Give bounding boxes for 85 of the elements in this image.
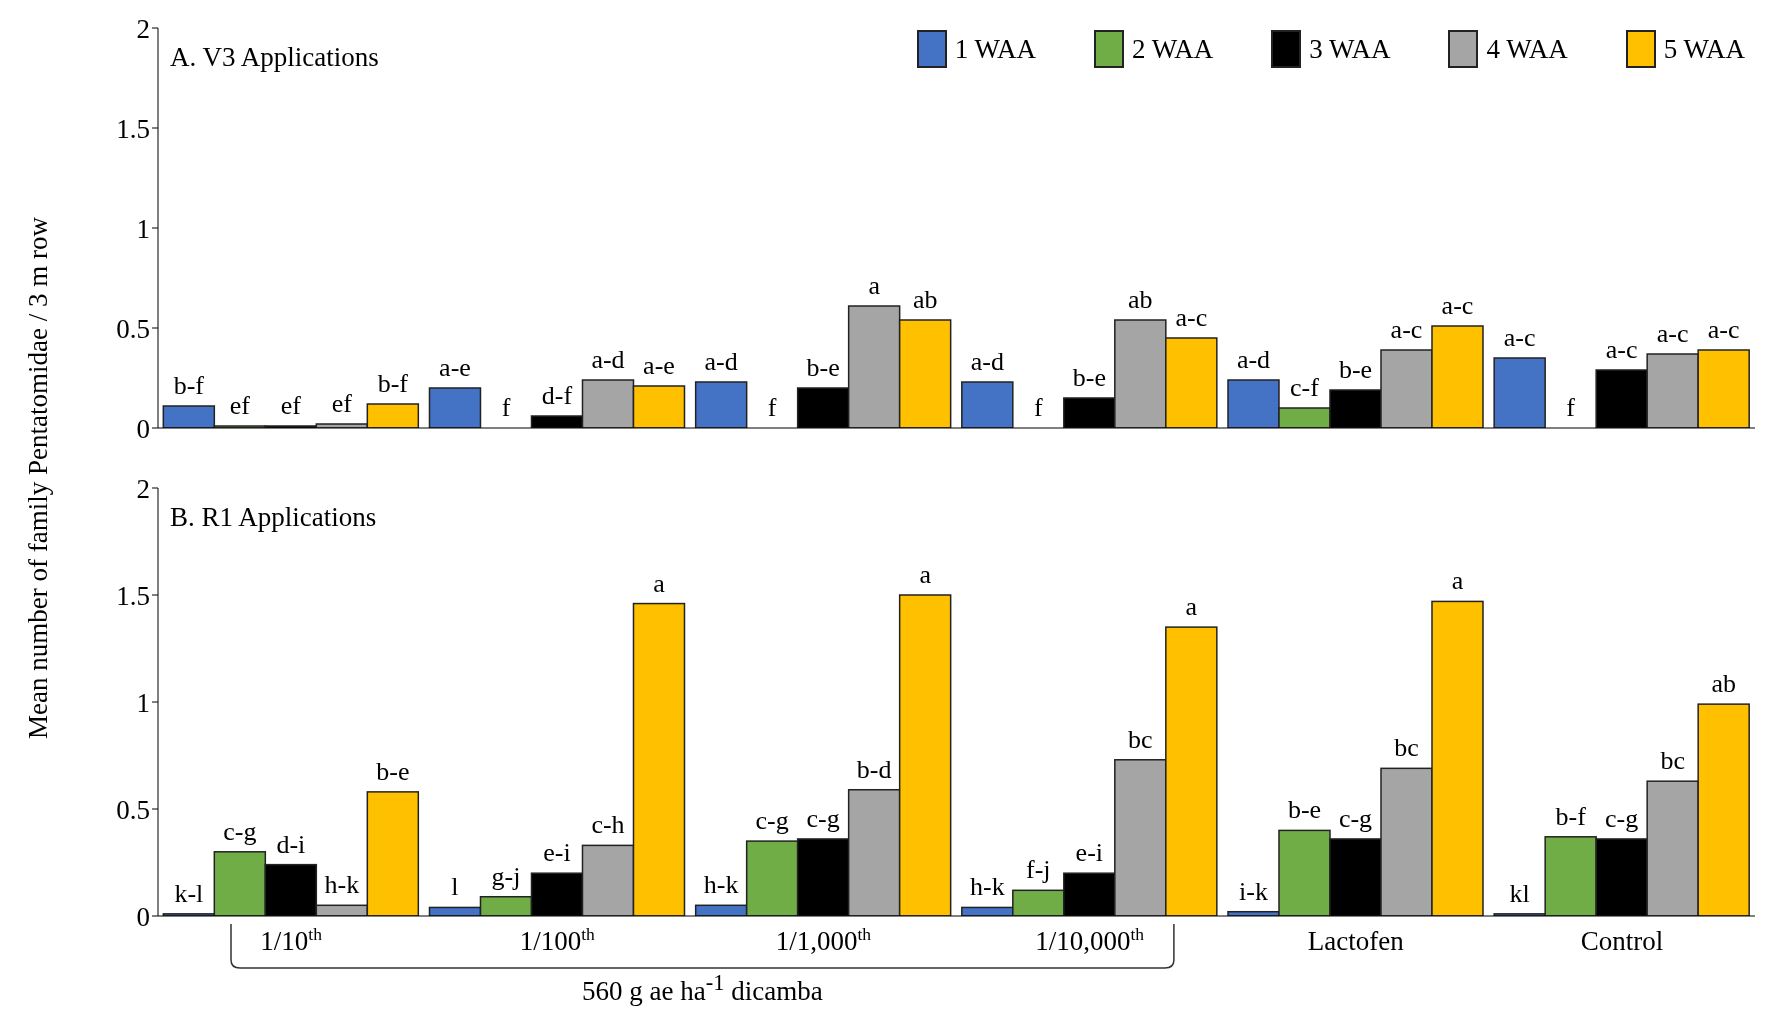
- data-label: a: [1185, 592, 1198, 622]
- data-label: a: [919, 560, 932, 589]
- data-label: a-c: [1390, 315, 1423, 344]
- data-label: h-k: [324, 870, 360, 900]
- data-label: b-f: [173, 371, 205, 400]
- data-label: b-f: [1555, 801, 1587, 831]
- data-label: f: [501, 392, 511, 422]
- x-tick-label: Control: [1580, 926, 1664, 956]
- data-label: a-c: [1441, 291, 1474, 320]
- data-label: e-i: [543, 838, 571, 868]
- y-tick-label: 1: [136, 213, 150, 244]
- data-label: e-i: [1075, 838, 1104, 868]
- data-label: f: [767, 392, 777, 422]
- data-label: c-g: [755, 806, 789, 836]
- y-tick-label: 1: [136, 687, 150, 718]
- text: A. V3 Applications: [170, 42, 379, 73]
- data-label: ef: [229, 391, 251, 420]
- y-tick-label: 1.5: [116, 113, 150, 144]
- data-label: bc: [1128, 724, 1153, 754]
- legend-label: 5 WAA: [1663, 33, 1745, 65]
- data-label: a-d: [1236, 345, 1271, 374]
- data-label: h-k: [703, 870, 739, 900]
- y-tick-label: 0: [136, 413, 150, 444]
- data-label: a-c: [1175, 303, 1208, 332]
- y-axis-title: Mean number of family Pentatomidae / 3 m row: [22, 217, 54, 739]
- data-label: a-c: [1503, 323, 1536, 352]
- data-label: c-g: [223, 816, 257, 846]
- data-label: a-e: [439, 353, 471, 382]
- data-label: a-d: [704, 347, 738, 376]
- data-label: b-d: [856, 754, 892, 784]
- data-label: b-e: [1338, 355, 1373, 384]
- legend-label: 2 WAA: [1131, 33, 1214, 65]
- x-tick-label: 1/10,000$^{th}$: [1035, 924, 1145, 956]
- data-label: ab: [912, 285, 938, 314]
- data-label: a: [1451, 566, 1464, 596]
- data-label: a-d: [591, 345, 625, 374]
- data-label: l: [451, 872, 459, 902]
- y-tick-label: 2: [136, 473, 150, 504]
- data-label: ab: [1711, 669, 1736, 699]
- data-label: a-c: [1605, 335, 1638, 364]
- data-label: k-l: [174, 878, 204, 908]
- data-label: bc: [1660, 746, 1685, 776]
- data-label: a: [653, 568, 666, 598]
- y-tick-label: 0.5: [116, 313, 150, 344]
- text: B. R1 Applications: [170, 502, 377, 533]
- text: 560 g ae ha$^{-1}$ dicamba: [581, 970, 823, 1007]
- data-label: a-d: [970, 347, 1004, 376]
- data-label: f: [1033, 392, 1043, 422]
- y-tick-label: 0.5: [116, 794, 150, 825]
- data-label: g-j: [491, 861, 521, 891]
- data-label: b-e: [376, 756, 410, 786]
- data-label: b-f: [377, 369, 409, 398]
- data-label: d-f: [541, 381, 573, 410]
- x-tick-label: 1/100$^{th}$: [519, 924, 596, 956]
- data-label: b-e: [1287, 795, 1322, 825]
- data-label: a-c: [1707, 315, 1740, 344]
- y-tick-label: 0: [136, 901, 150, 932]
- x-tick-label: 1/10$^{th}$: [260, 924, 323, 956]
- data-label: bc: [1394, 733, 1419, 763]
- data-label: f-j: [1026, 855, 1051, 885]
- data-label: a-c: [1656, 319, 1689, 348]
- data-label: c-g: [1338, 803, 1373, 833]
- legend-label: 3 WAA: [1309, 33, 1391, 65]
- data-label: ef: [331, 389, 353, 418]
- x-tick-label: 1/1,000$^{th}$: [775, 924, 872, 956]
- x-tick-label: Lactofen: [1307, 926, 1405, 956]
- legend-label: 4 WAA: [1486, 33, 1568, 65]
- data-label: d-i: [276, 829, 306, 859]
- data-label: i-k: [1239, 876, 1268, 906]
- y-tick-label: 2: [136, 13, 150, 44]
- data-label: ef: [280, 391, 302, 420]
- data-label: ab: [1128, 285, 1153, 314]
- data-label: a: [868, 271, 881, 300]
- data-label: b-e: [806, 353, 840, 382]
- legend-label: 1 WAA: [954, 33, 1036, 65]
- data-label: f: [1566, 392, 1576, 422]
- data-label: b-e: [1072, 363, 1106, 392]
- data-label: h-k: [969, 872, 1005, 902]
- data-label: a-e: [643, 351, 675, 380]
- data-label: c-f: [1290, 373, 1320, 402]
- y-tick-label: 1.5: [116, 580, 150, 611]
- data-label: c-h: [591, 810, 625, 840]
- data-label: kl: [1509, 878, 1530, 908]
- data-label: c-g: [806, 803, 840, 833]
- data-label: c-g: [1605, 803, 1639, 833]
